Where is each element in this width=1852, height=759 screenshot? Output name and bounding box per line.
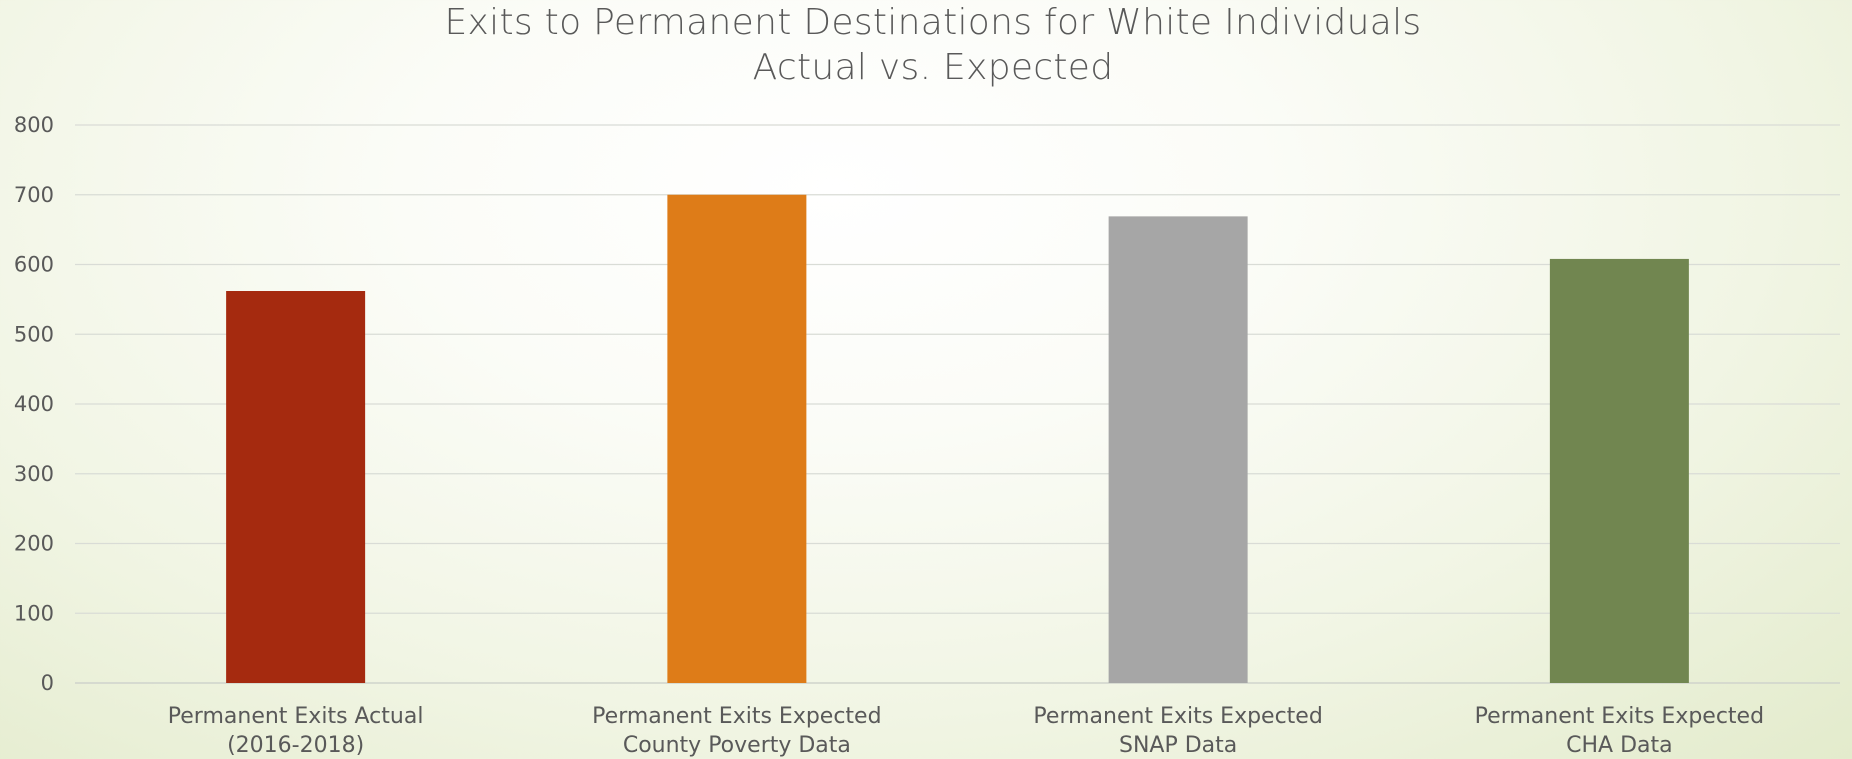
chart-title-line-2: Actual vs. Expected	[752, 47, 1114, 88]
y-tick-label: 400	[14, 392, 54, 416]
y-tick-label: 100	[14, 601, 54, 625]
y-tick-label: 500	[14, 322, 54, 346]
x-category-label: Permanent Exits Expected CHA Data	[1475, 704, 1764, 758]
y-tick-label: 700	[14, 183, 54, 207]
bar-3	[1108, 216, 1248, 683]
y-tick-label: 0	[41, 671, 54, 695]
x-category-label: Permanent Exits Expected County Poverty D…	[592, 704, 881, 758]
gridlines	[75, 124, 1840, 684]
bar-1	[226, 291, 366, 683]
chart-title-line-1: Exits to Permanent Destinations for Whit…	[444, 2, 1422, 43]
bar-2	[667, 194, 807, 683]
x-axis-category-labels: Permanent Exits Actual (2016-2018) Permane…	[168, 704, 1764, 758]
x-category-label: Permanent Exits Actual (2016-2018)	[168, 704, 424, 758]
y-tick-label: 600	[14, 253, 54, 277]
y-axis-tick-labels: 0 100 200 300 400 500 600 700 800	[14, 113, 54, 695]
y-tick-label: 300	[14, 462, 54, 486]
x-category-label: Permanent Exits Expected SNAP Data	[1033, 704, 1322, 758]
bar-4	[1549, 258, 1689, 683]
y-tick-label: 800	[14, 113, 54, 137]
bars	[226, 194, 1689, 683]
y-tick-label: 200	[14, 532, 54, 556]
